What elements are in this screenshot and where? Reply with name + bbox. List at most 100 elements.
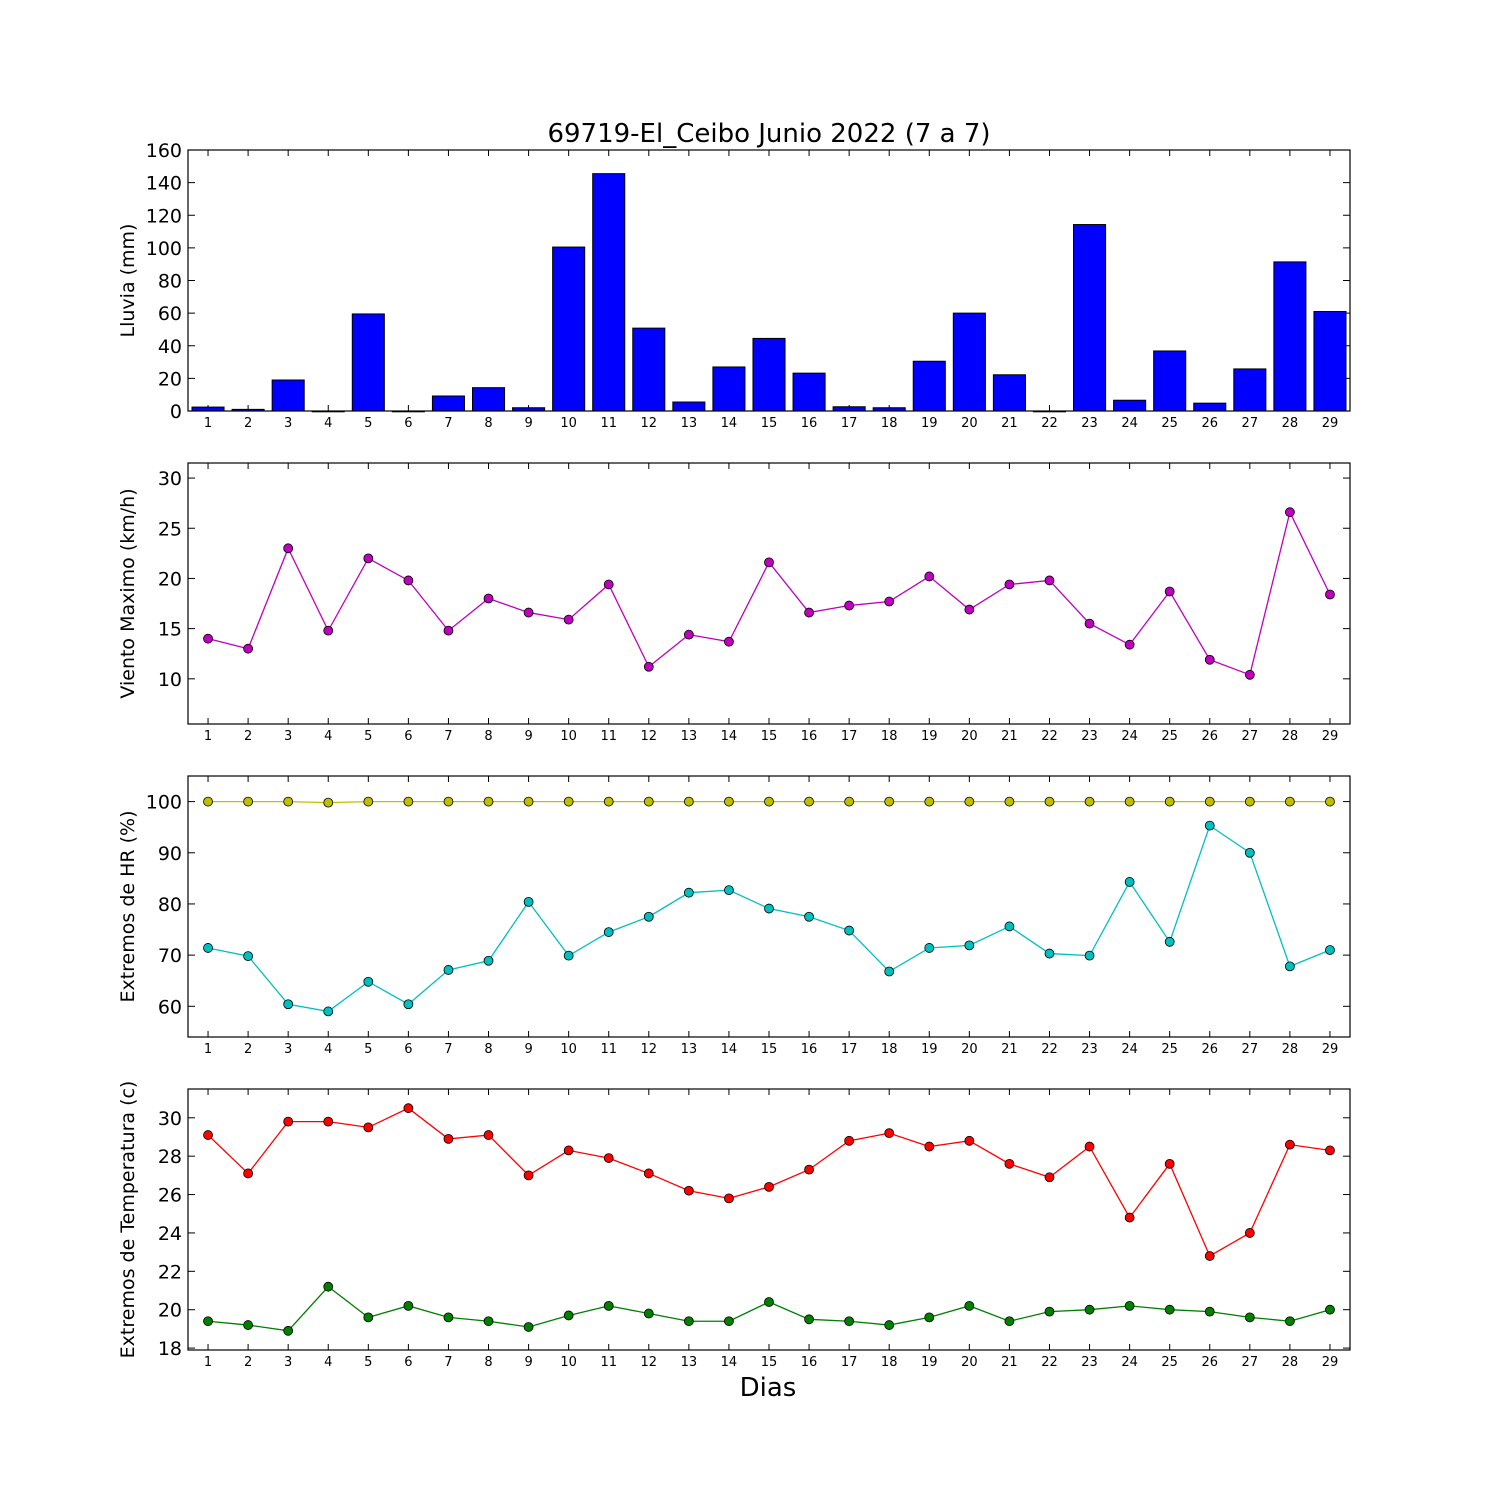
data-point — [1204, 1306, 1215, 1317]
data-point — [804, 1314, 814, 1325]
x-tick-label: 28 — [1282, 1355, 1299, 1370]
data-point — [243, 951, 254, 962]
x-tick-label: 2 — [244, 1042, 252, 1057]
x-tick-label: 4 — [324, 1355, 332, 1370]
data-point — [243, 1168, 254, 1179]
data-point — [724, 796, 734, 807]
x-tick-label: 29 — [1322, 1042, 1339, 1057]
x-tick-label: 11 — [600, 416, 617, 431]
data-point — [764, 796, 774, 807]
x-tick-label: 21 — [1001, 1355, 1018, 1370]
bar — [1113, 399, 1147, 412]
y-tick-label: 60 — [158, 303, 182, 325]
x-tick-label: 26 — [1201, 1042, 1218, 1057]
x-tick-label: 14 — [721, 416, 738, 431]
x-tick-label: 9 — [524, 1355, 532, 1370]
data-point — [363, 1122, 374, 1133]
data-point — [403, 1103, 414, 1114]
x-tick-label: 29 — [1322, 729, 1339, 744]
data-point — [844, 1135, 855, 1146]
x-tick-label: 23 — [1081, 729, 1098, 744]
x-tick-label: 10 — [560, 729, 577, 744]
y-tick-label: 70 — [158, 945, 182, 967]
data-point — [844, 600, 855, 611]
data-point — [403, 1300, 414, 1311]
data-point — [1284, 796, 1295, 807]
x-tick-label: 21 — [1001, 1042, 1018, 1057]
x-tick-label: 20 — [961, 1042, 978, 1057]
data-point — [724, 1193, 734, 1204]
bar — [271, 379, 305, 412]
x-tick-label: 17 — [841, 1355, 858, 1370]
series-line — [207, 824, 1331, 1013]
data-point — [283, 1116, 294, 1127]
x-tick-label: 16 — [801, 729, 818, 744]
x-tick-label: 24 — [1121, 1355, 1138, 1370]
x-tick-label: 2 — [244, 1355, 252, 1370]
data-point — [724, 1316, 734, 1327]
x-tick-label: 3 — [284, 729, 292, 744]
x-tick-label: 12 — [641, 729, 658, 744]
x-tick-label: 10 — [560, 1355, 577, 1370]
data-point — [243, 643, 254, 654]
x-tick-label: 18 — [881, 729, 898, 744]
data-point — [603, 927, 614, 937]
data-point — [1044, 1306, 1055, 1317]
data-point — [964, 796, 975, 807]
x-tick-label: 21 — [1001, 416, 1018, 431]
x-tick-label: 22 — [1041, 729, 1058, 744]
data-point — [243, 1320, 254, 1330]
data-point — [683, 796, 694, 807]
x-tick-label: 10 — [560, 416, 577, 431]
x-tick-label: 20 — [961, 416, 978, 431]
axes-frame — [187, 462, 1351, 725]
data-point — [643, 911, 654, 922]
data-point — [323, 625, 334, 636]
data-point — [443, 796, 454, 807]
data-point — [1004, 921, 1015, 932]
series-2 — [203, 820, 1335, 1017]
data-point — [764, 1181, 774, 1192]
data-point — [563, 1310, 574, 1321]
data-point — [203, 943, 213, 953]
y-tick-label: 90 — [158, 843, 182, 865]
data-point — [443, 965, 454, 975]
data-point — [1284, 961, 1295, 972]
data-point — [1084, 1304, 1095, 1315]
x-tick-label: 2 — [244, 416, 252, 431]
x-tick-label: 27 — [1242, 1355, 1259, 1370]
x-tick-label: 23 — [1081, 1355, 1098, 1370]
data-point — [1124, 639, 1135, 650]
x-tick-label: 17 — [841, 1042, 858, 1057]
x-tick-label: 12 — [641, 1042, 658, 1057]
data-point — [603, 796, 614, 807]
data-point — [523, 796, 534, 807]
data-point — [924, 571, 935, 582]
bar — [471, 387, 506, 412]
x-tick-label: 16 — [801, 1042, 818, 1057]
data-point — [323, 1281, 334, 1292]
data-point — [884, 596, 895, 607]
data-point — [203, 1316, 213, 1327]
y-tick-label: 24 — [158, 1223, 182, 1245]
data-point — [1325, 945, 1335, 955]
x-tick-label: 7 — [444, 416, 452, 431]
data-point — [884, 1320, 895, 1330]
data-point — [724, 885, 734, 896]
x-tick-label: 18 — [881, 1042, 898, 1057]
data-point — [964, 1135, 975, 1146]
x-tick-label: 28 — [1282, 416, 1299, 431]
axes-frame — [187, 1088, 1351, 1351]
x-tick-label: 7 — [444, 729, 452, 744]
data-point — [924, 943, 935, 953]
x-tick-label: 22 — [1041, 1355, 1058, 1370]
data-point — [483, 1316, 494, 1327]
series-line — [207, 510, 1331, 676]
x-tick-label: 24 — [1121, 729, 1138, 744]
data-point — [203, 633, 213, 644]
data-point — [443, 1133, 454, 1144]
data-point — [1325, 589, 1335, 600]
